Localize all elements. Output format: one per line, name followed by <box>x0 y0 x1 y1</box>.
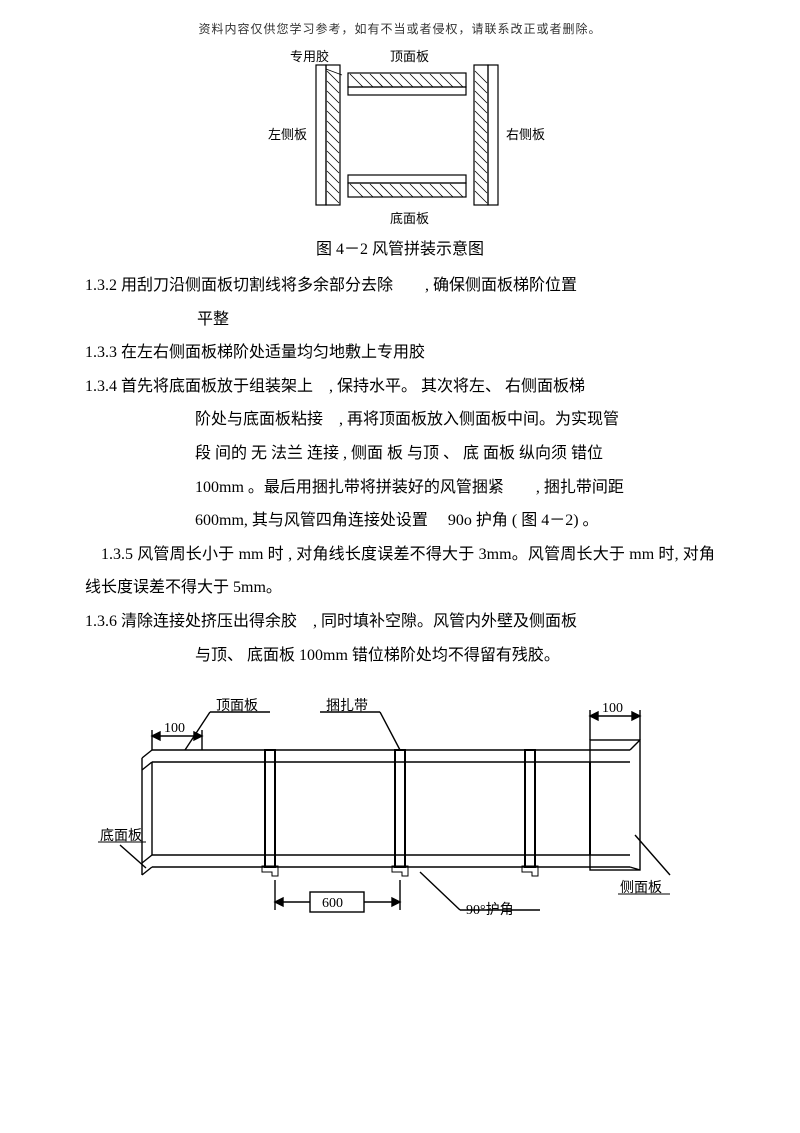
figure-2-svg: 顶面板 捆扎带 底面板 侧面板 600 90°护角 100 100 <box>90 680 710 950</box>
para-1-3-4-line2: 阶处与底面板粘接 , 再将顶面板放入侧面板中间。为实现管 <box>85 403 715 437</box>
para-1-3-2: 1.3.2 用刮刀沿侧面板切割线将多余部分去除 , 确保侧面板梯阶位置 平整 <box>85 269 715 336</box>
figure-1-svg: 专用胶 顶面板 左侧板 右侧板 底面板 <box>230 41 570 231</box>
figure-1-caption: 图 4－2 风管拼装示意图 <box>85 235 715 259</box>
fig1-label-bottom: 底面板 <box>390 211 429 226</box>
fig2-label-strap: 捆扎带 <box>326 698 368 714</box>
para-1-3-4-line1: 1.3.4 首先将底面板放于组装架上 , 保持水平。 其次将左、 右侧面板梯 <box>85 378 585 395</box>
figure-2-wrap: 顶面板 捆扎带 底面板 侧面板 600 90°护角 100 100 <box>85 680 715 950</box>
fig2-label-top: 顶面板 <box>216 698 258 714</box>
para-1-3-2-line1: 1.3.2 用刮刀沿侧面板切割线将多余部分去除 , 确保侧面板梯阶位置 <box>85 277 577 294</box>
para-1-3-5: 1.3.5 风管周长小于 mm 时 , 对角线长度误差不得大于 3mm。风管周长… <box>85 538 715 605</box>
fig2-dim-600: 600 <box>322 896 343 911</box>
para-1-3-4-line5: 600mm, 其与风管四角连接处设置 90o 护角 ( 图 4－2) 。 <box>85 504 715 538</box>
fig2-dim-100b: 100 <box>602 701 623 716</box>
para-1-3-2-line2: 平整 <box>141 311 229 328</box>
fig1-label-top: 顶面板 <box>390 49 429 64</box>
para-1-3-6-line1: 1.3.6 清除连接处挤压出得余胶 , 同时填补空隙。风管内外壁及侧面板 <box>85 613 577 630</box>
para-1-3-6: 1.3.6 清除连接处挤压出得余胶 , 同时填补空隙。风管内外壁及侧面板 <box>85 605 715 639</box>
para-1-3-4-line3: 段 间的 无 法兰 连接 , 侧面 板 与顶 、 底 面板 纵向须 错位 <box>85 437 715 471</box>
figure-1-wrap: 专用胶 顶面板 左侧板 右侧板 底面板 <box>85 41 715 231</box>
fig1-label-left: 左侧板 <box>268 127 307 142</box>
para-1-3-3: 1.3.3 在左右侧面板梯阶处适量均匀地敷上专用胶 <box>85 336 715 370</box>
para-1-3-6-line2: 与顶、 底面板 100mm 错位梯阶处均不得留有残胶。 <box>85 639 715 673</box>
page-container: 资料内容仅供您学习参考，如有不当或者侵权，请联系改正或者删除。 <box>0 0 800 980</box>
disclaimer-text: 资料内容仅供您学习参考，如有不当或者侵权，请联系改正或者删除。 <box>85 20 715 37</box>
fig2-dim-100a: 100 <box>164 721 185 736</box>
para-1-3-4: 1.3.4 首先将底面板放于组装架上 , 保持水平。 其次将左、 右侧面板梯 <box>85 370 715 404</box>
fig1-label-right: 右侧板 <box>506 127 545 142</box>
fig2-label-90: 90°护角 <box>466 902 514 918</box>
para-1-3-4-line4: 100mm 。最后用捆扎带将拼装好的风管捆紧 , 捆扎带间距 <box>85 471 715 505</box>
fig1-label-glue: 专用胶 <box>290 49 329 64</box>
